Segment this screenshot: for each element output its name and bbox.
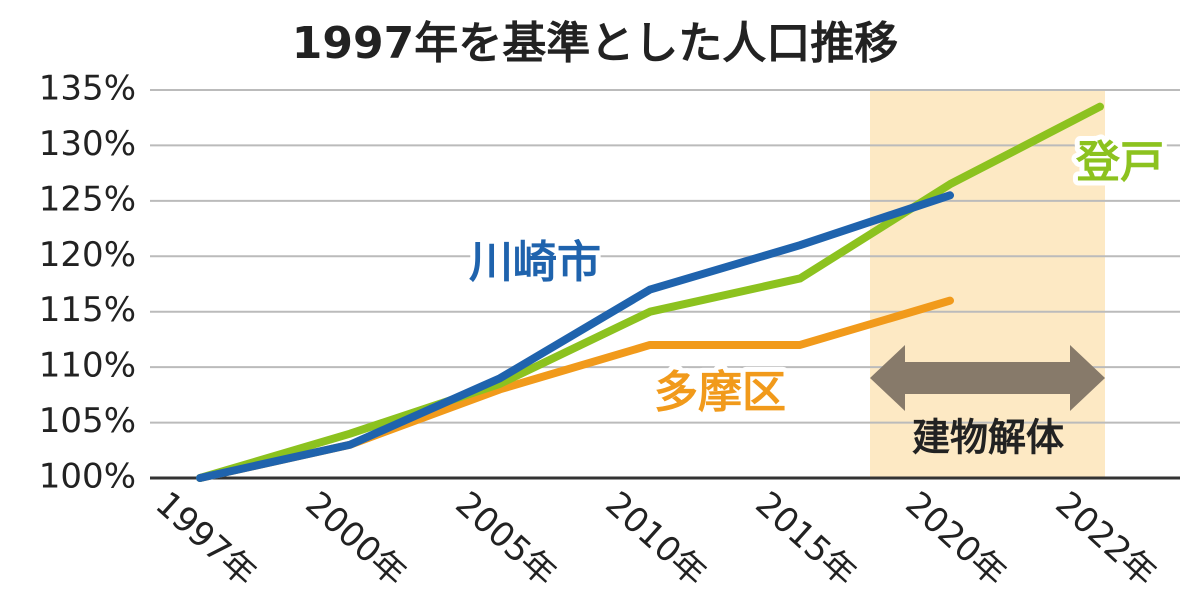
y-tick-label: 100% — [39, 457, 136, 497]
y-tick-label: 135% — [39, 69, 136, 109]
y-tick-label: 110% — [39, 346, 136, 386]
annotation: 建物解体 — [912, 416, 1064, 460]
x-tick-label: 2005年 — [448, 484, 564, 594]
y-tick-label: 130% — [39, 124, 136, 164]
series-line — [196, 102, 1104, 482]
x-tick-label: 2015年 — [748, 484, 864, 594]
y-tick-label: 125% — [39, 179, 136, 219]
y-tick-label: 120% — [39, 235, 136, 275]
x-tick-label: 2020年 — [898, 484, 1014, 594]
chart-title: 1997年を基準とした人口推移 — [292, 18, 898, 69]
series-label: 登戸 — [1075, 137, 1164, 188]
y-tick-label: 115% — [39, 290, 136, 330]
x-tick-label: 2010年 — [598, 484, 714, 594]
series-label: 川崎市 — [469, 237, 601, 288]
x-tick-label: 1997年 — [148, 484, 264, 594]
y-tick-label: 105% — [39, 401, 136, 441]
x-tick-label: 2022年 — [1048, 484, 1164, 594]
series-line — [196, 191, 954, 482]
series-label: 多摩区 — [654, 367, 786, 418]
demolition-band — [870, 90, 1105, 478]
x-tick-label: 2000年 — [298, 484, 414, 594]
demolition-arrow — [870, 345, 1105, 411]
